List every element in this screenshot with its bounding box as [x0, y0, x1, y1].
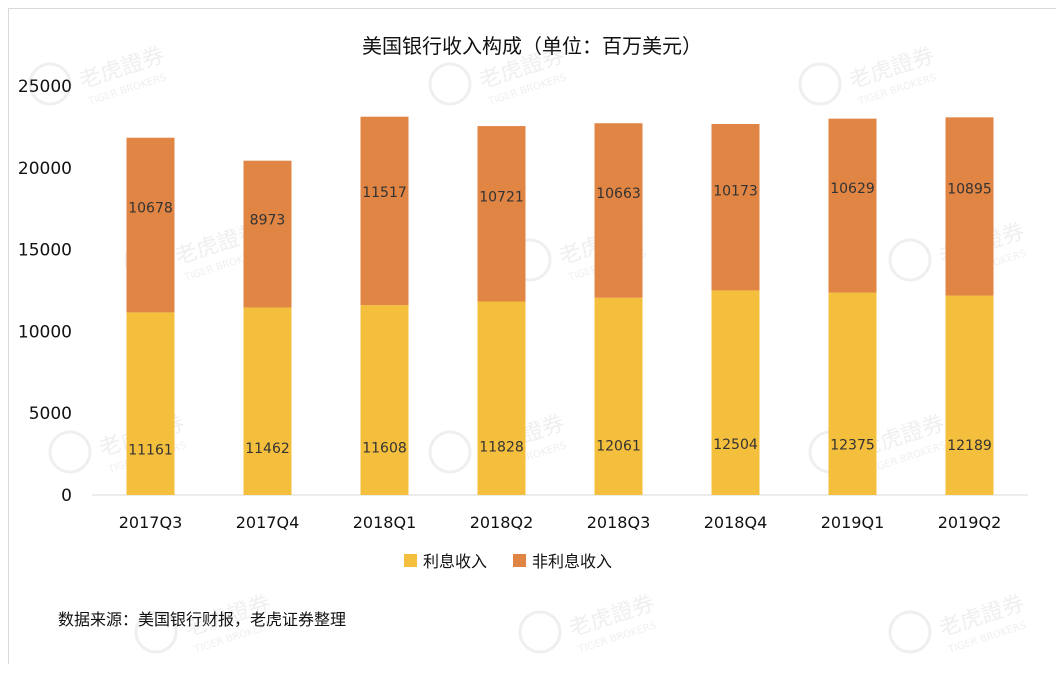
watermark-logo: [798, 62, 842, 106]
data-label-noninterest: 10629: [830, 181, 875, 197]
legend-label-interest: 利息收入: [423, 552, 488, 571]
x-tick-label: 2018Q1: [353, 513, 417, 532]
y-tick-label: 0: [61, 486, 72, 506]
source-note: 数据来源：美国银行财报，老虎证券整理: [58, 610, 347, 629]
bar-interest: [594, 297, 643, 495]
data-label-noninterest: 10678: [128, 201, 173, 217]
data-label-interest: 11828: [479, 440, 524, 456]
x-tick-label: 2018Q2: [470, 513, 534, 532]
data-label-interest: 12375: [830, 437, 875, 453]
bar-interest: [126, 312, 175, 495]
data-label-noninterest: 10663: [596, 186, 641, 202]
chart-frame-top: [8, 8, 1056, 9]
y-tick-label: 20000: [18, 159, 72, 179]
data-label-noninterest: 10721: [479, 189, 524, 205]
bar-noninterest: [126, 137, 175, 313]
bar-interest: [828, 292, 877, 495]
watermark-logo: [48, 430, 92, 474]
bar-noninterest: [594, 123, 643, 298]
legend-item-interest: 利息收入: [404, 548, 487, 572]
bar-noninterest: [945, 117, 994, 296]
watermark-logo: [134, 610, 178, 654]
y-tick-label: 25000: [18, 77, 72, 97]
x-tick-label: 2018Q3: [587, 513, 651, 532]
x-tick-label: 2017Q3: [119, 513, 183, 532]
legend-item-noninterest: 非利息收入: [513, 548, 612, 572]
data-label-noninterest: 11517: [362, 185, 407, 201]
bar-noninterest: [360, 116, 409, 306]
bar-interest: [945, 295, 994, 495]
bar-noninterest: [243, 160, 292, 308]
data-label-noninterest: 8973: [250, 212, 286, 228]
y-tick-label: 15000: [18, 241, 72, 261]
chart-frame-left: [8, 8, 9, 664]
x-tick-label: 2018Q4: [704, 513, 768, 532]
watermark-logo: [428, 62, 472, 106]
data-label-interest: 11161: [128, 442, 173, 458]
bar-noninterest: [828, 118, 877, 293]
data-label-interest: 12504: [713, 437, 758, 453]
bar-interest: [711, 290, 760, 495]
watermark-logo: [888, 610, 932, 654]
data-label-noninterest: 10173: [713, 184, 758, 200]
bar-interest: [360, 305, 409, 495]
bar-noninterest: [477, 126, 526, 302]
x-tick-label: 2019Q1: [821, 513, 885, 532]
legend-swatch-noninterest: [513, 553, 527, 567]
data-label-interest: 12189: [947, 438, 992, 454]
watermark-logo: [28, 62, 72, 106]
data-label-interest: 11608: [362, 441, 407, 457]
watermark-logo: [518, 610, 562, 654]
y-tick-label: 10000: [18, 322, 72, 342]
chart-legend: 利息收入 非利息收入: [404, 548, 612, 572]
chart-title: 美国银行收入构成（单位：百万美元）: [362, 34, 702, 58]
legend-label-noninterest: 非利息收入: [532, 552, 613, 571]
watermark-logo: [428, 430, 472, 474]
x-tick-label: 2019Q2: [938, 513, 1002, 532]
y-tick-label: 5000: [29, 404, 72, 424]
data-label-noninterest: 10895: [947, 182, 992, 198]
legend-swatch-interest: [404, 553, 417, 567]
bar-interest: [243, 307, 292, 495]
data-label-interest: 11462: [245, 441, 290, 457]
data-label-interest: 12061: [596, 439, 641, 455]
bar-noninterest: [711, 124, 760, 291]
x-tick-label: 2017Q4: [236, 513, 300, 532]
watermark-logo: [888, 238, 932, 282]
bar-interest: [477, 301, 526, 495]
